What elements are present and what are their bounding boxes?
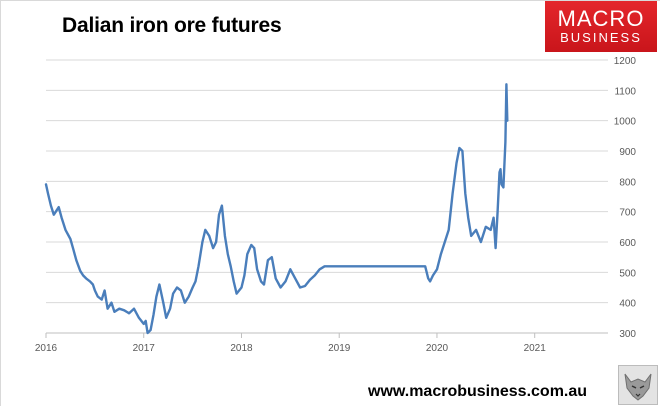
y-tick-label: 900 [619,147,636,158]
wolf-icon [624,373,652,401]
x-tick-label: 2021 [524,343,547,354]
x-tick-label: 2018 [230,343,253,354]
gridlines [46,59,608,334]
wolf-logo [618,365,658,405]
logo-line-2: BUSINESS [560,30,642,45]
y-tick-label: 1100 [614,86,636,97]
y-tick-label: 700 [619,208,636,219]
x-tick-label: 2019 [328,343,351,354]
y-tick-label: 1000 [614,117,637,128]
y-tick-label: 600 [619,238,636,249]
y-tick-label: 1200 [614,56,637,67]
y-tick-label: 500 [619,268,636,279]
macrobusiness-logo: MACRO BUSINESS [545,1,657,52]
y-tick-label: 300 [619,329,636,340]
footer-url[interactable]: www.macrobusiness.com.au [368,383,588,400]
x-tick-label: 2016 [35,343,58,354]
chart-title: Dalian iron ore futures [62,14,282,37]
axes: 300 400 500 600 700 800 900 1000 1100 1200 2016 201… [35,56,637,354]
y-tick-label: 800 [619,177,636,188]
x-tick-label: 2017 [133,343,156,354]
x-tick-label: 2020 [426,343,449,354]
series-layer [44,83,509,335]
y-tick-label: 400 [619,299,636,310]
logo-line-1: MACRO [557,6,645,31]
series-line-0 [44,83,509,335]
